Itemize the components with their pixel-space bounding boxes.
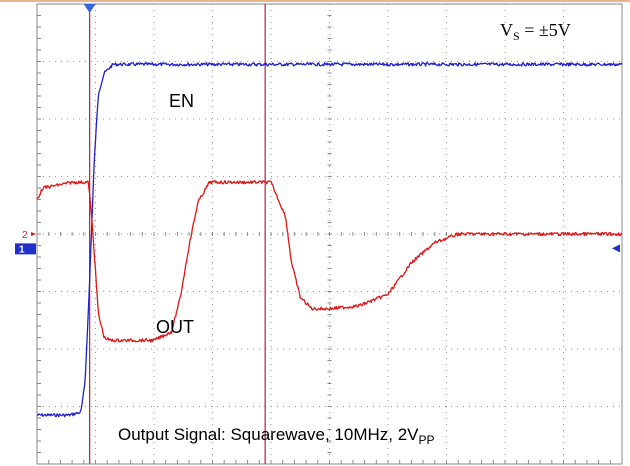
ch1-ground-marker: 1 (19, 244, 25, 255)
supply-voltage-annotation: VS = ±5V (500, 20, 571, 44)
ch2-ground-marker: 2 (22, 230, 28, 241)
supply-rest: = ±5V (520, 20, 571, 40)
supply-base: V (500, 20, 513, 40)
out-series-label: OUT (156, 317, 194, 338)
supply-sub: S (513, 29, 520, 43)
en-series-label: EN (169, 91, 194, 112)
ch2-arrow-icon (31, 232, 36, 236)
caption-base: Output Signal: Squarewave, 10MHz, 2V (118, 425, 419, 444)
chart-caption: Output Signal: Squarewave, 10MHz, 2VPP (118, 425, 435, 447)
caption-sub: PP (419, 433, 435, 447)
